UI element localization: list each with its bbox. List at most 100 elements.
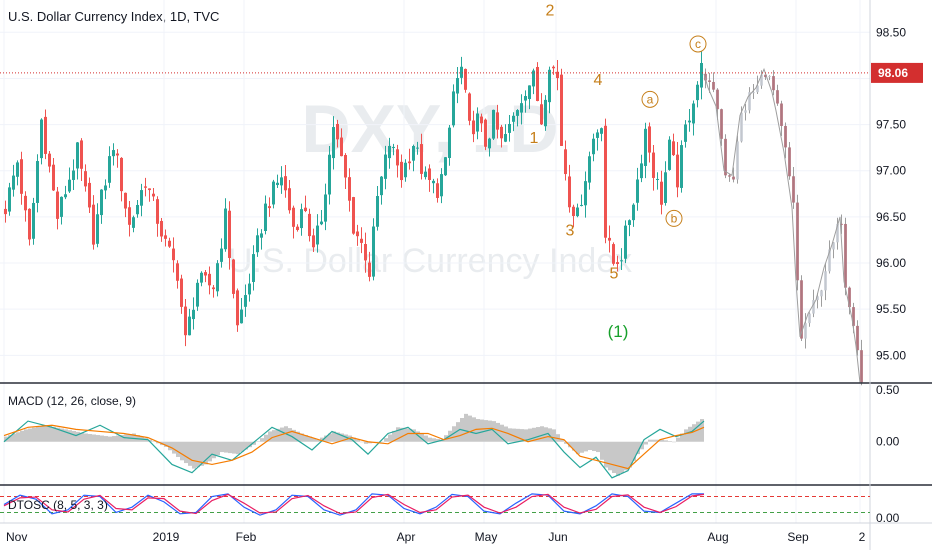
candle [672,133,675,156]
projection-candle [800,275,803,341]
candle-body [228,210,231,258]
macd-tick-label: 0.50 [876,383,900,397]
macd-histogram-bar [204,441,208,465]
projection-candle [796,194,799,291]
macd-histogram-bar [596,441,600,453]
macd-histogram-bar [20,430,24,442]
projection-candle [804,313,807,349]
macd-histogram-bar [396,427,400,442]
projection-body [792,176,795,203]
candle-body [384,154,387,179]
candle [36,154,39,213]
candle [520,94,523,125]
macd-histogram-bar [564,441,568,444]
candle [648,122,651,163]
candle [48,150,51,173]
projection-candle [748,87,751,114]
candle-body [540,104,543,125]
candle [248,273,251,302]
candle-body [472,120,475,135]
macd-histogram-bar [688,426,692,442]
candle [540,93,543,125]
candle [92,195,95,250]
candle [176,260,179,289]
macd-histogram-bar [104,436,108,442]
candle [512,112,515,132]
candle [308,208,311,242]
macd-histogram-bar [308,436,312,442]
candle [572,204,575,228]
candle-body [352,197,355,234]
projection-candle [764,74,767,81]
wave-label: 4 [594,72,603,89]
projection-body [820,290,823,297]
candle-body [612,244,615,264]
macd-histogram-bar [200,441,204,466]
candle-body [332,127,335,159]
macd-histogram-bar [220,441,224,453]
candle [44,109,47,160]
candle-body [36,161,39,203]
macd-histogram-bar [244,441,248,450]
candle-body [636,179,639,203]
candle-body [436,183,439,198]
candle-body [180,278,183,307]
candle [532,68,535,95]
candle-body [656,178,659,180]
candle-body [368,262,371,277]
candle [632,203,635,227]
stoch-pane [0,493,870,516]
stoch-title: DTOSC (8, 5, 3, 3) [8,498,108,512]
candle-body [644,128,647,166]
macd-histogram-bar [164,441,168,447]
candle-body [160,220,163,237]
x-tick-label: 2019 [153,530,180,544]
macd-histogram-bar [72,431,76,442]
macd-histogram-bar [56,427,60,442]
candle [696,81,699,108]
candle-body [396,149,399,166]
macd-histogram-bar [540,426,544,442]
candle-body [536,66,539,102]
candle-body [276,182,279,186]
candle [584,171,587,218]
candle-body [168,240,171,247]
projection-candle [828,240,831,274]
projection-candle [772,70,775,96]
projection-body [784,125,787,148]
macd-histogram-bar [468,415,472,442]
watermark-name: U.S. Dollar Currency Index [228,242,632,280]
projection-candle [724,134,727,179]
macd-histogram-bar [48,426,52,442]
macd-histogram-bar [40,426,44,442]
candle [104,179,107,200]
candle-body [288,188,291,211]
candle [640,154,643,183]
price-tick-label: 95.00 [876,348,906,362]
macd-histogram-bar [660,439,664,442]
candle [448,124,451,166]
candle-body [4,208,7,215]
candle-body [516,110,519,116]
macd-histogram-bar [532,427,536,442]
macd-histogram-bar [612,441,616,474]
projection-body [836,223,839,243]
candle-body [204,272,207,276]
macd-histogram-bar [212,441,216,459]
macd-histogram-bar [536,427,540,442]
candle [300,203,303,236]
candle-body [556,71,559,79]
candle-body [388,145,391,159]
macd-histogram-bar [676,437,680,442]
macd-histogram-bar [336,432,340,442]
candle [416,141,419,155]
candle [236,288,239,332]
candle [460,56,463,85]
candle [480,113,483,132]
candle [244,284,247,317]
candle-body [444,157,447,176]
projection-body [732,176,735,180]
macd-histogram-bar [552,429,556,442]
macd-histogram-bar [664,440,668,442]
